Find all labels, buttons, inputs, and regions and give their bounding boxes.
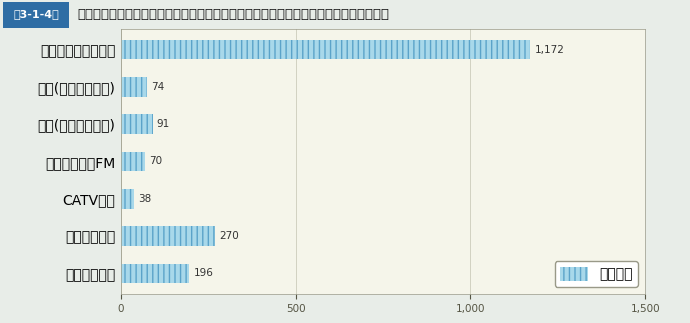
Bar bbox=[121, 40, 531, 59]
Text: Ｊアラートの全国一斉情報伝達訓練において自動起動訓練を行った情報伝達手段の状況: Ｊアラートの全国一斉情報伝達訓練において自動起動訓練を行った情報伝達手段の状況 bbox=[77, 8, 389, 21]
Bar bbox=[121, 114, 152, 134]
Bar bbox=[121, 77, 146, 97]
Text: 第3-1-4図: 第3-1-4図 bbox=[13, 9, 59, 19]
Bar bbox=[121, 189, 134, 209]
Text: 38: 38 bbox=[138, 194, 152, 204]
Text: 74: 74 bbox=[151, 82, 164, 92]
Text: 91: 91 bbox=[157, 119, 170, 129]
Bar bbox=[121, 226, 215, 246]
Bar bbox=[121, 264, 189, 283]
FancyBboxPatch shape bbox=[3, 2, 69, 28]
Text: 196: 196 bbox=[193, 268, 213, 278]
Text: 1,172: 1,172 bbox=[535, 45, 564, 55]
Text: 270: 270 bbox=[219, 231, 239, 241]
Text: 70: 70 bbox=[150, 157, 163, 166]
Legend: 市町村数: 市町村数 bbox=[555, 261, 638, 287]
Bar bbox=[121, 152, 145, 171]
